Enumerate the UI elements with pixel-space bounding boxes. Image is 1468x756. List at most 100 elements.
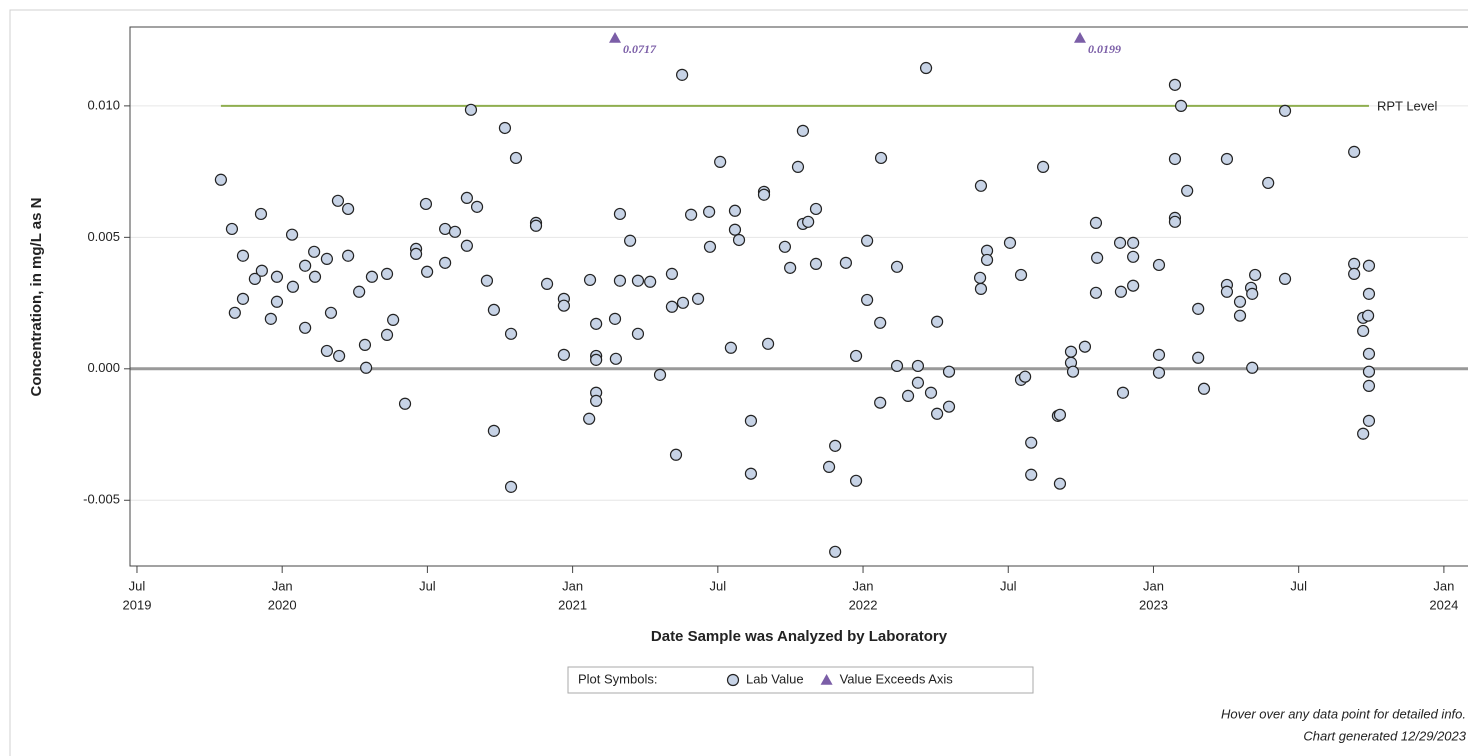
lab-point [331, 194, 345, 207]
lab-point [286, 280, 300, 293]
lab-point [744, 414, 758, 427]
lab-point [942, 365, 956, 378]
lab-point [1152, 366, 1166, 379]
lab-point [380, 267, 394, 280]
lab-point [911, 359, 925, 373]
lab-point [1197, 382, 1211, 395]
lab-point [529, 219, 543, 232]
lab-point [973, 271, 987, 284]
legend-label: Lab Value [746, 671, 804, 686]
lab-point [665, 300, 679, 313]
lab-point [299, 321, 312, 334]
lab-point [613, 274, 627, 287]
lab-point [590, 353, 603, 366]
lab-point [590, 394, 603, 407]
lab-point [874, 396, 887, 409]
x-tick-label: Jan [1143, 578, 1164, 593]
x-tick-label: Jul [1000, 578, 1017, 593]
lab-point [728, 204, 742, 217]
y-tick-label: -0.005 [83, 492, 120, 507]
lab-point [980, 253, 994, 267]
lab-point [802, 215, 815, 228]
y-tick-label: 0.005 [87, 229, 120, 244]
lab-point [1037, 160, 1050, 173]
lab-point [1233, 295, 1247, 308]
legend-symbol [820, 674, 833, 685]
lab-point [809, 257, 823, 270]
lab-point [487, 424, 501, 437]
lab-point [1053, 477, 1067, 490]
lab-point [1181, 184, 1194, 197]
lab-point [421, 265, 434, 278]
lab-point [236, 292, 250, 305]
exceed-marker [1073, 32, 1086, 43]
lab-point [822, 460, 836, 473]
lab-point [691, 292, 705, 305]
x-tick-label: Jul [129, 578, 146, 593]
lab-point [874, 151, 888, 165]
lab-point [380, 328, 394, 341]
lab-point [608, 312, 622, 325]
y-tick-label: 0.000 [87, 360, 120, 375]
lab-point [861, 293, 874, 307]
lab-point [255, 264, 268, 277]
lab-point [509, 151, 523, 165]
x-tick-year: 2019 [123, 597, 152, 612]
x-tick-label: Jan [562, 578, 583, 593]
lab-point [1362, 259, 1376, 272]
lab-point [1357, 324, 1370, 338]
lab-point [1014, 268, 1028, 282]
note: Chart generated 12/29/2023 [1303, 728, 1466, 743]
lab-point [728, 223, 742, 236]
lab-point [924, 386, 938, 399]
lab-point [829, 545, 842, 558]
lab-point [1053, 408, 1067, 421]
lab-point [890, 359, 904, 373]
lab-point [1091, 251, 1104, 264]
lab-point [1078, 340, 1092, 353]
x-tick-year: 2020 [268, 597, 297, 612]
lab-point [829, 439, 842, 452]
lab-point [1114, 285, 1128, 298]
lab-point [757, 188, 771, 201]
lab-point [439, 256, 452, 269]
lab-point [1168, 152, 1182, 166]
lab-point [590, 317, 603, 330]
lab-point [320, 344, 334, 358]
lab-point [901, 389, 915, 402]
lab-point [1113, 236, 1127, 249]
note: Hover over any data point for detailed i… [1221, 706, 1466, 721]
lab-point [1357, 427, 1370, 440]
x-tick-label: Jan [1433, 578, 1454, 593]
lab-point [285, 228, 299, 241]
lab-point [609, 352, 622, 365]
lab-point [1003, 236, 1017, 249]
lab-point [1064, 345, 1078, 358]
lab-point [214, 173, 228, 186]
lab-point [1246, 361, 1259, 374]
lab-point [732, 233, 746, 247]
lab-point [744, 467, 758, 480]
legend-title: Plot Symbols: [578, 671, 657, 686]
lab-point [1127, 250, 1140, 263]
lab-point [1127, 279, 1140, 292]
x-tick-year: 2024 [1429, 597, 1458, 612]
lab-point [557, 299, 570, 312]
lab-point [839, 256, 853, 269]
lab-point [809, 202, 823, 216]
lab-point [419, 197, 433, 211]
lab-point [1278, 272, 1292, 285]
lab-point [480, 274, 494, 287]
exceed-label: 0.0717 [623, 42, 657, 56]
y-axis-title: Concentration, in mg/L as N [28, 198, 45, 397]
lab-point [409, 247, 423, 261]
lab-point [613, 207, 627, 221]
lab-point [1066, 365, 1080, 378]
lab-point [1262, 176, 1275, 190]
lab-point [342, 202, 355, 216]
lab-point [714, 155, 727, 168]
lab-point [487, 303, 501, 317]
x-axis-title: Date Sample was Analyzed by Laboratory [651, 628, 948, 645]
